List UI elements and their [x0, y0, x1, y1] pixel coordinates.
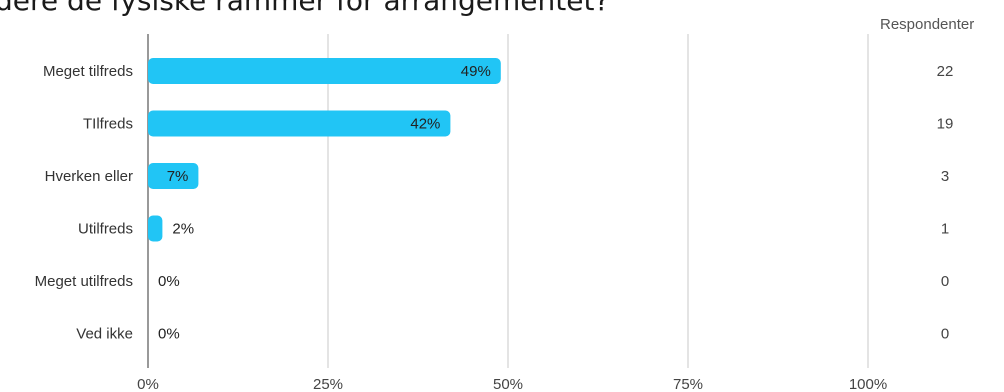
- value-label: 7%: [167, 168, 189, 185]
- bar: [148, 163, 199, 189]
- respondent-count: 0: [941, 273, 949, 290]
- category-label: Meget utilfreds: [35, 273, 133, 290]
- value-label: 0%: [158, 273, 180, 290]
- category-label: Ved ikke: [76, 326, 133, 343]
- bar: [148, 110, 451, 137]
- respondent-count: 22: [937, 63, 954, 80]
- x-tick-label: 75%: [673, 376, 703, 392]
- x-tick-label: 0%: [137, 376, 159, 392]
- value-label: 49%: [461, 63, 491, 80]
- respondents-header: Respondenter: [880, 16, 975, 33]
- category-label: Hverken eller: [45, 168, 133, 185]
- bar: [148, 58, 501, 84]
- respondent-count: 19: [937, 116, 954, 133]
- x-tick-label: 100%: [849, 376, 887, 392]
- respondent-count: 0: [941, 326, 949, 343]
- category-label: Meget tilfreds: [43, 63, 133, 80]
- value-label: 42%: [410, 116, 440, 133]
- respondent-count: 3: [941, 168, 949, 185]
- respondent-count: 1: [941, 221, 949, 238]
- label-layer: 0% 25% 50% 75% 100%Meget tilfreds 49% 22TIlfre…: [35, 63, 954, 392]
- grid-layer: [147, 34, 869, 368]
- bar-layer: [148, 58, 501, 242]
- value-label: 0%: [158, 326, 180, 343]
- chart-title: rdere de fysiske rammer for arrangemente…: [0, 0, 610, 17]
- x-tick-label: 25%: [313, 376, 343, 392]
- value-label: 2%: [172, 221, 194, 238]
- category-label: Utilfreds: [78, 221, 133, 238]
- x-tick-label: 50%: [493, 376, 523, 392]
- bar: [148, 215, 163, 242]
- category-label: TIlfreds: [83, 116, 133, 133]
